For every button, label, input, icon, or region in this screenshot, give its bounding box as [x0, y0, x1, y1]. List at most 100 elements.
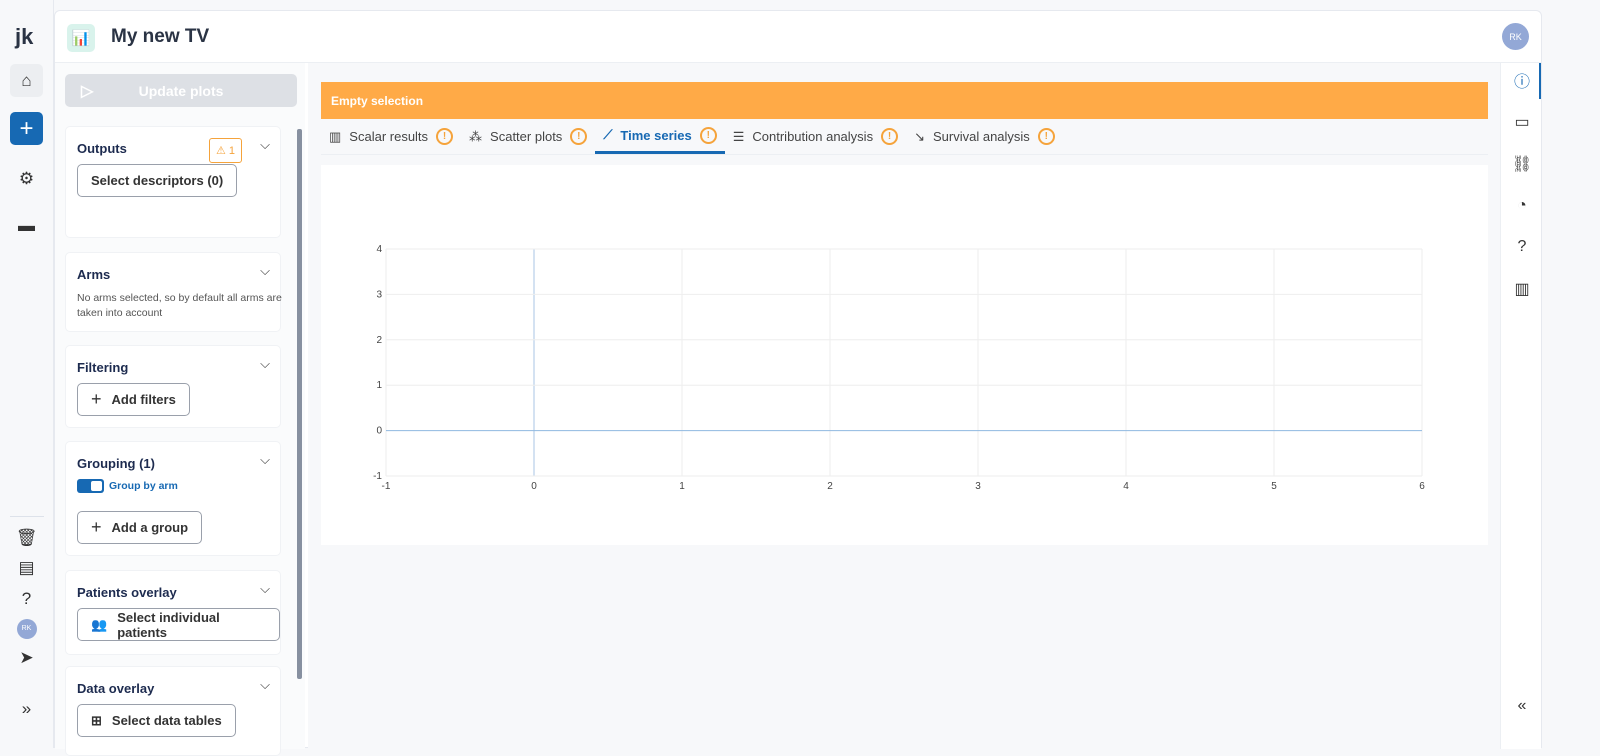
- filtering-section: Filtering ⌵ + Add filters: [65, 345, 281, 428]
- tab-scatter-plots[interactable]: ⁂ Scatter plots!: [461, 119, 595, 154]
- update-label: Update plots: [138, 82, 224, 99]
- tab-bar: ▥ Scalar results! ⁂ Scatter plots! ⟋ Time s…: [321, 119, 1488, 155]
- plus-icon: +: [91, 517, 102, 537]
- button-label: Add filters: [111, 392, 176, 407]
- chevron-down-icon[interactable]: ⌵: [260, 356, 270, 371]
- warning-icon: !: [699, 126, 717, 144]
- x-tick-label: 6: [1419, 481, 1425, 492]
- expand-icon[interactable]: »: [21, 698, 32, 718]
- history-icon[interactable]: ◔: [1517, 197, 1527, 214]
- help-icon[interactable]: ?: [21, 588, 32, 608]
- home-icon[interactable]: ⌂: [10, 64, 43, 97]
- y-tick-label: -1: [373, 471, 382, 482]
- plus-icon[interactable]: +: [10, 112, 43, 145]
- x-tick-label: 3: [975, 481, 981, 492]
- section-title: Filtering: [77, 360, 129, 375]
- right-panel: ⓘ ▭ ⛓ ◔ ? ▥ «: [1500, 63, 1541, 749]
- tab-contribution-analysis[interactable]: ☰ Contribution analysis!: [725, 119, 906, 154]
- avatar[interactable]: RK: [1502, 23, 1529, 50]
- gear-icon[interactable]: ⚙: [18, 168, 35, 188]
- users-icon: 👥: [91, 616, 108, 632]
- play-icon: ▷: [81, 82, 94, 100]
- status-banner: Empty selection: [321, 82, 1488, 119]
- y-tick-label: 1: [376, 380, 382, 391]
- tab-scalar-results[interactable]: ▥ Scalar results!: [321, 119, 461, 154]
- notes-icon[interactable]: ▤: [18, 557, 35, 577]
- select-patients-button[interactable]: 👥 Select individual patients: [77, 608, 280, 641]
- avatar[interactable]: RK: [10, 612, 43, 645]
- x-tick-label: 5: [1271, 481, 1277, 492]
- tab-label: Scatter plots: [490, 129, 563, 144]
- select-descriptors-button[interactable]: Select descriptors (0): [77, 164, 238, 197]
- x-tick-label: 2: [827, 481, 833, 492]
- chart-svg: -1 0 1 2 3 4 5 6 -1 0 1 2 3 4: [373, 244, 1425, 492]
- button-label: Select descriptors (0): [91, 173, 224, 188]
- chevron-down-icon[interactable]: ⌵: [260, 677, 270, 692]
- section-title: Patients overlay: [77, 585, 177, 600]
- avatar-initials: RK: [16, 618, 37, 639]
- y-tick-label: 4: [376, 244, 382, 255]
- line-chart-icon: ⟋: [603, 127, 613, 142]
- group-by-arm-toggle[interactable]: [77, 479, 104, 493]
- divider: [10, 516, 44, 517]
- trash-icon[interactable]: 🗑: [15, 527, 38, 547]
- x-tick-label: -1: [382, 481, 391, 492]
- collapse-icon[interactable]: «: [1517, 697, 1527, 714]
- button-label: Select data tables: [111, 713, 222, 728]
- scrollbar[interactable]: [297, 129, 302, 679]
- chevron-down-icon[interactable]: ⌵: [260, 581, 270, 596]
- warning-icon: ⚠: [216, 145, 226, 157]
- comment-icon[interactable]: ▭: [1514, 114, 1530, 131]
- section-title: Arms: [77, 267, 111, 282]
- results-area: Empty selection ▥ Scalar results! ⁂ Scatte…: [308, 63, 1502, 749]
- y-tick-label: 2: [376, 335, 382, 346]
- contribution-icon: ☰: [732, 128, 745, 144]
- logo: jk: [15, 24, 34, 49]
- outputs-section: Outputs ⚠ 1 ⌵ Select descriptors (0): [65, 126, 281, 238]
- update-plots-button[interactable]: ▷ Update plots: [65, 74, 297, 107]
- warning-count: 1: [228, 144, 235, 157]
- button-label: Add a group: [111, 520, 189, 535]
- tab-survival-analysis[interactable]: ↘ Survival analysis!: [906, 119, 1063, 154]
- patients-overlay-section: Patients overlay ⌵ 👥 Select individual pa…: [65, 570, 281, 655]
- tab-label: Contribution analysis: [752, 129, 874, 144]
- y-tick-label: 3: [376, 289, 382, 300]
- tab-label: Survival analysis: [932, 129, 1030, 144]
- left-rail: jk ⌂ + ⚙ ▬ 🗑 ▤ ? RK ➤ »: [0, 0, 54, 748]
- folder-icon[interactable]: ▬: [18, 215, 35, 235]
- section-title: Grouping (1): [77, 456, 155, 471]
- arms-note: No arms selected, so by default all arms…: [77, 292, 282, 319]
- tab-label: Scalar results: [349, 129, 429, 144]
- chevron-down-icon[interactable]: ⌵: [260, 452, 270, 467]
- table-icon: ⊞: [91, 712, 102, 728]
- chart-icon[interactable]: ▥: [1514, 281, 1530, 298]
- chevron-down-icon[interactable]: ⌵: [260, 137, 270, 152]
- time-series-plot[interactable]: -1 0 1 2 3 4 5 6 -1 0 1 2 3 4: [321, 165, 1488, 545]
- send-icon[interactable]: ➤: [19, 647, 34, 667]
- help-icon[interactable]: ?: [1517, 238, 1527, 255]
- chart-add-icon: 📊: [67, 24, 95, 52]
- header: 📊 My new TV RK: [55, 11, 1541, 63]
- info-icon[interactable]: ⓘ: [1513, 74, 1530, 91]
- warning-badge[interactable]: ⚠ 1: [209, 138, 242, 163]
- data-overlay-section: Data overlay ⌵ ⊞ Select data tables: [65, 666, 281, 756]
- link-icon[interactable]: ⛓: [1511, 156, 1533, 173]
- page-title: My new TV: [111, 26, 210, 47]
- scatter-icon: ⁂: [469, 128, 483, 144]
- grouping-section: Grouping (1) ⌵ Group by arm + Add a group: [65, 441, 281, 556]
- chevron-down-icon[interactable]: ⌵: [260, 263, 270, 278]
- y-tick-label: 0: [376, 426, 382, 437]
- plus-icon: +: [91, 389, 102, 409]
- warning-icon: !: [1037, 128, 1055, 145]
- add-filters-button[interactable]: + Add filters: [77, 383, 190, 416]
- tab-label: Time series: [620, 127, 692, 143]
- bar-chart-icon: ▥: [329, 128, 342, 144]
- tab-time-series[interactable]: ⟋ Time series!: [595, 119, 725, 154]
- settings-panel: ▷ Update plots Outputs ⚠ 1 ⌵ Select descri…: [55, 63, 305, 756]
- active-indicator: [1539, 63, 1541, 99]
- arms-section: Arms ⌵ No arms selected, so by default a…: [65, 252, 282, 332]
- add-group-button[interactable]: + Add a group: [77, 511, 203, 544]
- select-data-tables-button[interactable]: ⊞ Select data tables: [77, 704, 236, 737]
- warning-icon: !: [436, 128, 454, 145]
- section-title: Outputs: [77, 141, 127, 156]
